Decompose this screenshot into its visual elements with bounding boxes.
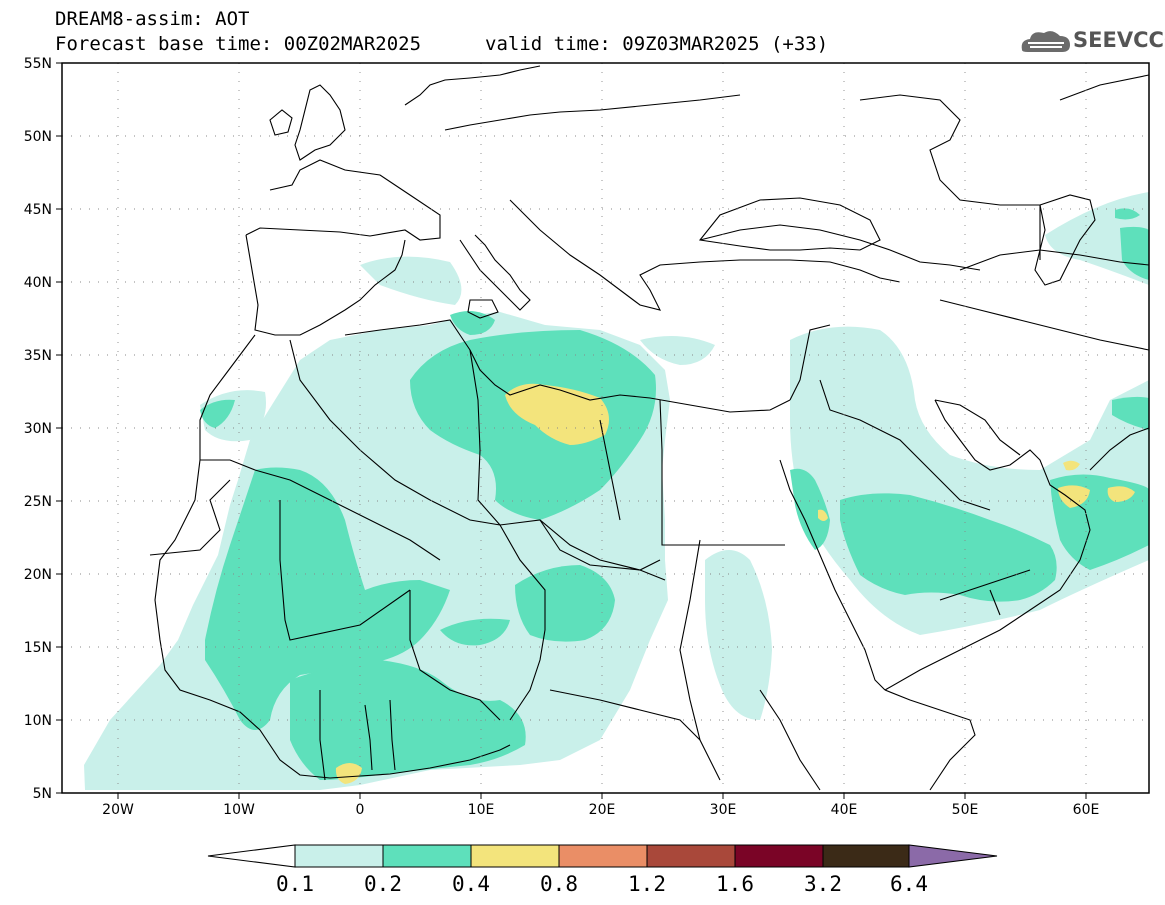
lon-labels: 20W 10W 0 10E 20E 30E 40E 50E 60E bbox=[102, 802, 1099, 818]
colorbar-labels: 0.1 0.2 0.4 0.8 1.2 1.6 3.2 6.4 bbox=[276, 872, 928, 896]
lon-label: 10E bbox=[468, 802, 495, 818]
logo-text: SEEVCCC bbox=[1073, 28, 1165, 52]
colorbar-label: 0.8 bbox=[540, 872, 578, 896]
colorbar-label: 6.4 bbox=[890, 872, 928, 896]
map-title: DREAM8-assim: AOT bbox=[55, 8, 250, 30]
colorbar-high-arrow bbox=[908, 844, 998, 868]
lat-label: 20N bbox=[24, 567, 52, 583]
lon-label: 0 bbox=[356, 802, 365, 818]
colorbar-label: 1.6 bbox=[716, 872, 754, 896]
colorbar-swatch bbox=[294, 844, 384, 868]
lon-label: 20E bbox=[589, 802, 616, 818]
lon-label: 20W bbox=[102, 802, 134, 818]
colorbar-swatch bbox=[382, 844, 472, 868]
lon-label: 30E bbox=[710, 802, 737, 818]
colorbar-label: 1.2 bbox=[628, 872, 666, 896]
lat-labels: 55N 50N 45N 40N 35N 30N 25N 20N 15N 10N … bbox=[24, 56, 52, 802]
lat-label: 50N bbox=[24, 129, 52, 145]
colorbar-label: 0.1 bbox=[276, 872, 314, 896]
lon-label: 50E bbox=[952, 802, 979, 818]
lat-label: 40N bbox=[24, 275, 52, 291]
aot-band-high bbox=[335, 383, 1135, 784]
lat-label: 30N bbox=[24, 421, 52, 437]
colorbar-swatch bbox=[558, 844, 648, 868]
lat-label: 45N bbox=[24, 202, 52, 218]
aot-band-mid bbox=[200, 208, 1149, 780]
lon-label: 60E bbox=[1073, 802, 1100, 818]
lat-label: 5N bbox=[33, 786, 52, 802]
cloud-icon bbox=[1021, 31, 1070, 52]
lat-label: 15N bbox=[24, 640, 52, 656]
colorbar-label: 3.2 bbox=[804, 872, 842, 896]
forecast-base-time: Forecast base time: 00Z02MAR2025 bbox=[55, 33, 422, 55]
valid-time: valid time: 09Z03MAR2025 (+33) bbox=[485, 33, 829, 55]
colorbar-swatch bbox=[646, 844, 736, 868]
lat-label: 25N bbox=[24, 494, 52, 510]
lat-label: 55N bbox=[24, 56, 52, 72]
lon-label: 40E bbox=[831, 802, 858, 818]
colorbar-swatch bbox=[470, 844, 560, 868]
colorbar-swatch bbox=[822, 844, 910, 868]
colorbar-label: 0.2 bbox=[364, 872, 402, 896]
colorbar-low-arrow bbox=[207, 844, 296, 868]
lat-label: 35N bbox=[24, 348, 52, 364]
lat-label: 10N bbox=[24, 713, 52, 729]
colorbar-swatch bbox=[734, 844, 824, 868]
colorbar-label: 0.4 bbox=[452, 872, 490, 896]
coastlines bbox=[149, 65, 1149, 791]
axis-ticks bbox=[56, 62, 1087, 799]
colorbar bbox=[207, 844, 998, 868]
lon-label: 10W bbox=[223, 802, 255, 818]
